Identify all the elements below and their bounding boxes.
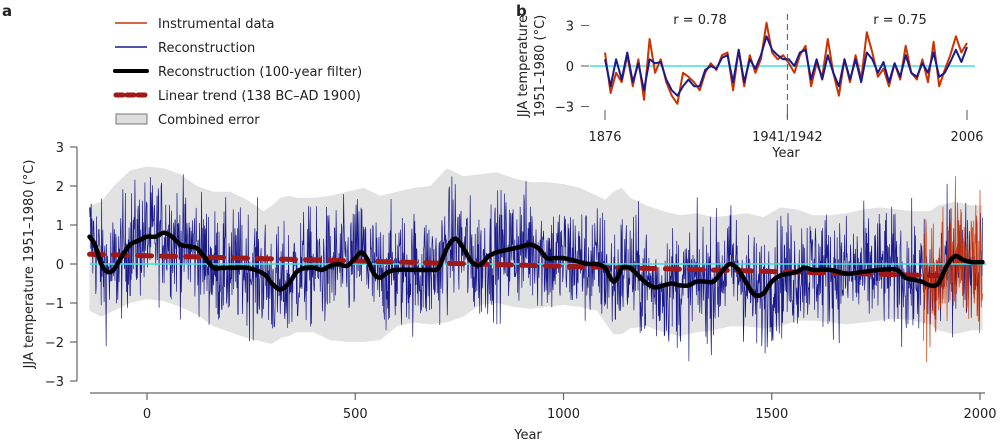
- reconstruction-line: [89, 174, 983, 362]
- inset-y-axis-title-line1: JJA temperature: [516, 15, 531, 118]
- main-axes: 3 2 1 0 −1 −2 −3 0 500 1000 1500 2000: [45, 141, 997, 422]
- main-y-tick-label: 0: [56, 258, 64, 273]
- inset-y-tick-label: 0: [566, 60, 574, 75]
- filtered-series: [87, 230, 985, 299]
- main-x-tick-label: 1000: [547, 407, 580, 422]
- inset-series: [590, 21, 975, 105]
- legend-item: Reconstruction (100-year filter): [113, 65, 362, 80]
- instrumental-series: [922, 176, 983, 363]
- inset-x-axis-title: Year: [771, 146, 800, 161]
- filtered-line: [87, 230, 985, 299]
- legend-label: Reconstruction (100-year filter): [158, 65, 362, 80]
- legend-item: Reconstruction: [115, 41, 255, 56]
- main-y-tick-label: 1: [56, 219, 64, 234]
- main-x-axis-title: Year: [513, 428, 542, 443]
- inset-reconstruction-line: [604, 35, 968, 97]
- instrumental-line: [922, 176, 983, 363]
- inset-y-tick-label: 3: [566, 20, 574, 35]
- main-y-tick-label: −2: [45, 336, 64, 351]
- inset-y-axis-title-line2: 1951–1980 (°C): [533, 15, 548, 118]
- inset-axes: 3 0 −3 1876 1941/1942 2006: [555, 14, 984, 145]
- panel-b-label: b: [516, 2, 527, 20]
- inset-y-tick-label: −3: [555, 101, 574, 116]
- r-annotation-early: r = 0.78: [673, 13, 726, 28]
- legend-label: Reconstruction: [158, 41, 255, 56]
- inset-x-tick-label: 1941/1942: [752, 130, 823, 145]
- legend-label: Combined error: [158, 113, 260, 128]
- legend-item: Linear trend (138 BC–AD 1900): [113, 89, 361, 104]
- main-y-tick-label: 2: [56, 180, 64, 195]
- main-x-tick-label: 1500: [755, 407, 788, 422]
- main-y-tick-label: 3: [56, 141, 64, 156]
- legend-label: Instrumental data: [158, 17, 275, 32]
- main-y-axis-title: JJA temperature 1951–1980 (°C): [22, 160, 37, 370]
- legend-item: Instrumental data: [115, 17, 275, 32]
- legend-label: Linear trend (138 BC–AD 1900): [158, 89, 361, 104]
- main-x-tick-label: 0: [143, 407, 151, 422]
- legend-item: Combined error: [115, 113, 260, 128]
- legend-swatch: [115, 113, 148, 125]
- combined-error-area: [89, 166, 983, 344]
- main-x-tick-label: 500: [343, 407, 368, 422]
- legend: Instrumental data Reconstruction Reconstru…: [113, 17, 362, 128]
- inset-x-tick-label: 2006: [950, 130, 983, 145]
- main-y-tick-label: −3: [45, 375, 64, 390]
- combined-error-band: [89, 166, 983, 344]
- inset-x-tick-label: 1876: [588, 130, 621, 145]
- reconstruction-series: [89, 174, 983, 362]
- r-annotation-late: r = 0.75: [873, 13, 926, 28]
- main-x-tick-label: 2000: [963, 407, 996, 422]
- panel-a-label: a: [2, 2, 12, 20]
- main-y-tick-label: −1: [45, 297, 64, 312]
